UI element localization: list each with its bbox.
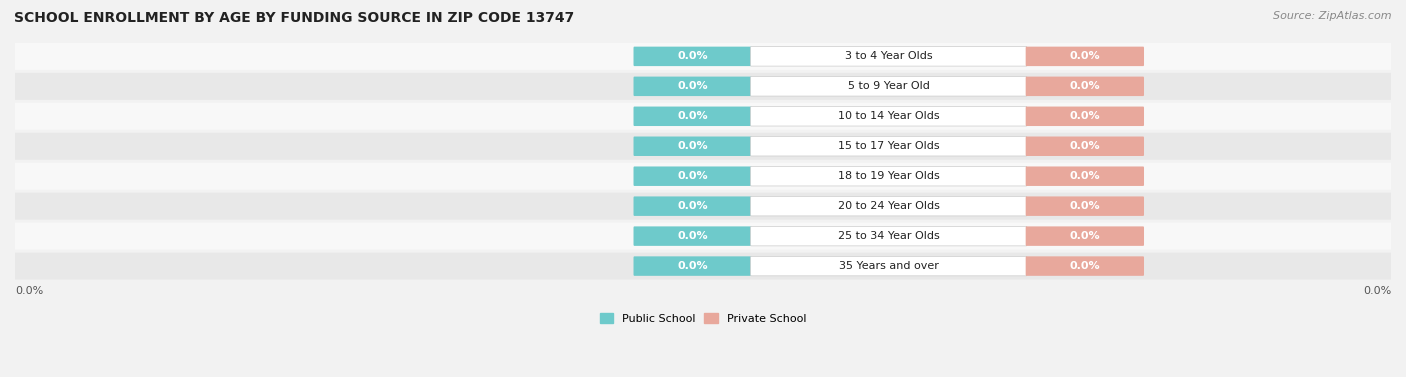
FancyBboxPatch shape	[751, 256, 1026, 276]
FancyBboxPatch shape	[1025, 107, 1144, 126]
Text: 0.0%: 0.0%	[15, 285, 44, 296]
FancyBboxPatch shape	[751, 167, 1026, 186]
FancyBboxPatch shape	[634, 196, 752, 216]
FancyBboxPatch shape	[1025, 77, 1144, 96]
FancyBboxPatch shape	[751, 136, 1026, 156]
Text: 0.0%: 0.0%	[1070, 141, 1099, 151]
FancyBboxPatch shape	[15, 253, 1391, 280]
Text: 15 to 17 Year Olds: 15 to 17 Year Olds	[838, 141, 939, 151]
Text: 0.0%: 0.0%	[1070, 261, 1099, 271]
FancyBboxPatch shape	[15, 133, 1391, 160]
Text: 5 to 9 Year Old: 5 to 9 Year Old	[848, 81, 929, 91]
Text: SCHOOL ENROLLMENT BY AGE BY FUNDING SOURCE IN ZIP CODE 13747: SCHOOL ENROLLMENT BY AGE BY FUNDING SOUR…	[14, 11, 574, 25]
FancyBboxPatch shape	[15, 223, 1391, 250]
FancyBboxPatch shape	[634, 167, 752, 186]
Text: 20 to 24 Year Olds: 20 to 24 Year Olds	[838, 201, 939, 211]
Text: 0.0%: 0.0%	[678, 51, 709, 61]
Text: 0.0%: 0.0%	[1070, 171, 1099, 181]
Text: 3 to 4 Year Olds: 3 to 4 Year Olds	[845, 51, 932, 61]
Text: 0.0%: 0.0%	[678, 171, 709, 181]
Legend: Public School, Private School: Public School, Private School	[595, 309, 811, 328]
Text: 0.0%: 0.0%	[1070, 81, 1099, 91]
FancyBboxPatch shape	[1025, 196, 1144, 216]
FancyBboxPatch shape	[1025, 47, 1144, 66]
FancyBboxPatch shape	[751, 196, 1026, 216]
Text: 25 to 34 Year Olds: 25 to 34 Year Olds	[838, 231, 939, 241]
FancyBboxPatch shape	[1025, 256, 1144, 276]
Text: Source: ZipAtlas.com: Source: ZipAtlas.com	[1274, 11, 1392, 21]
FancyBboxPatch shape	[751, 47, 1026, 66]
FancyBboxPatch shape	[634, 107, 752, 126]
FancyBboxPatch shape	[15, 103, 1391, 130]
Text: 0.0%: 0.0%	[1070, 51, 1099, 61]
Text: 0.0%: 0.0%	[678, 261, 709, 271]
Text: 0.0%: 0.0%	[678, 81, 709, 91]
Text: 0.0%: 0.0%	[678, 111, 709, 121]
Text: 35 Years and over: 35 Years and over	[839, 261, 939, 271]
FancyBboxPatch shape	[15, 163, 1391, 190]
FancyBboxPatch shape	[1025, 167, 1144, 186]
FancyBboxPatch shape	[1025, 136, 1144, 156]
FancyBboxPatch shape	[15, 193, 1391, 220]
FancyBboxPatch shape	[751, 107, 1026, 126]
Text: 18 to 19 Year Olds: 18 to 19 Year Olds	[838, 171, 939, 181]
FancyBboxPatch shape	[1025, 227, 1144, 246]
FancyBboxPatch shape	[634, 136, 752, 156]
Text: 0.0%: 0.0%	[1070, 111, 1099, 121]
FancyBboxPatch shape	[634, 77, 752, 96]
FancyBboxPatch shape	[15, 43, 1391, 70]
Text: 0.0%: 0.0%	[678, 201, 709, 211]
Text: 10 to 14 Year Olds: 10 to 14 Year Olds	[838, 111, 939, 121]
Text: 0.0%: 0.0%	[678, 141, 709, 151]
FancyBboxPatch shape	[751, 77, 1026, 96]
FancyBboxPatch shape	[634, 227, 752, 246]
FancyBboxPatch shape	[751, 227, 1026, 246]
FancyBboxPatch shape	[15, 73, 1391, 100]
Text: 0.0%: 0.0%	[678, 231, 709, 241]
Text: 0.0%: 0.0%	[1362, 285, 1391, 296]
FancyBboxPatch shape	[634, 256, 752, 276]
FancyBboxPatch shape	[634, 47, 752, 66]
Text: 0.0%: 0.0%	[1070, 201, 1099, 211]
Text: 0.0%: 0.0%	[1070, 231, 1099, 241]
